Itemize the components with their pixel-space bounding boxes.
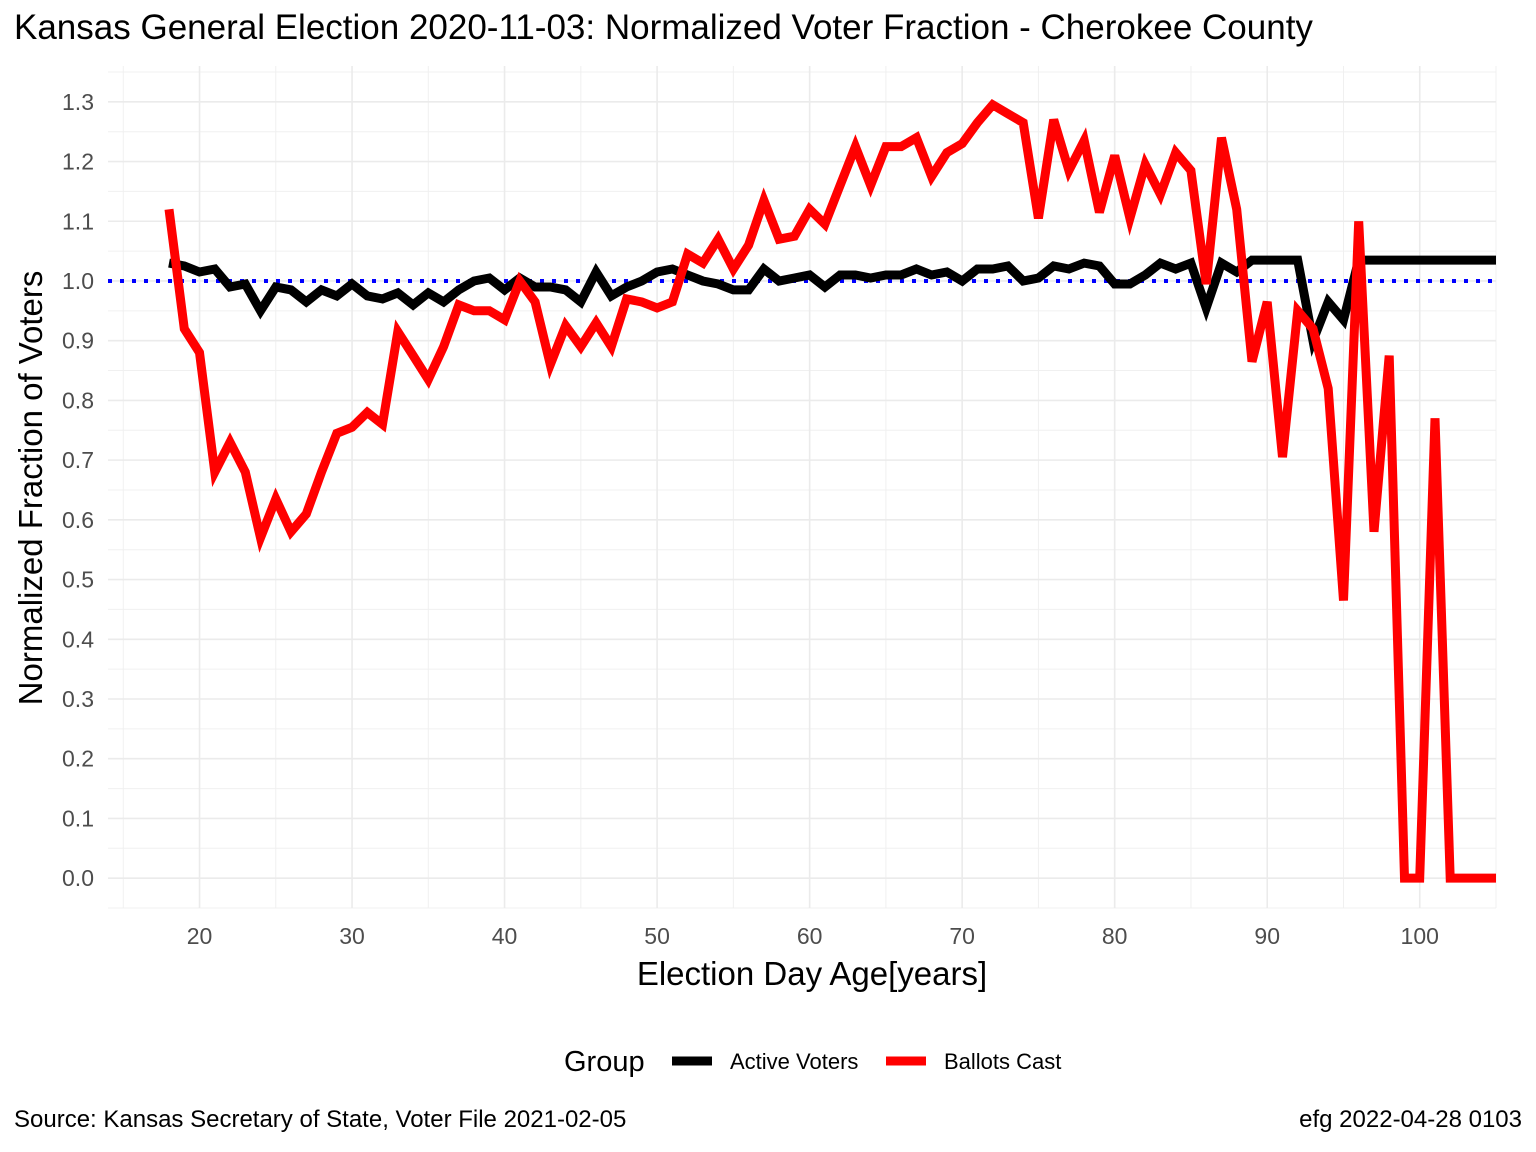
y-tick-label: 0.1	[62, 805, 94, 831]
series-line-active-voters	[168, 255, 1496, 357]
x-tick-labels: 20 30 40 50 60 70 80 90 100	[187, 923, 1439, 949]
y-tick-labels: 0.0 0.1 0.2 0.3 0.4 0.5 0.6 0.7 0.8 0.9 1.0 1.1 1.2 1…	[62, 89, 94, 891]
chart-title: Kansas General Election 2020-11-03: Norm…	[14, 8, 1313, 47]
legend-label-active-voters: Active Voters	[730, 1049, 858, 1074]
y-tick-label: 0.2	[62, 746, 94, 772]
y-tick-label: 1.1	[62, 208, 94, 234]
y-tick-label: 0.8	[62, 387, 94, 413]
y-tick-label: 0.0	[62, 865, 94, 891]
x-tick-label: 20	[187, 923, 213, 949]
y-axis-label: Normalized Fraction of Voters	[12, 271, 49, 706]
x-tick-label: 100	[1401, 923, 1439, 949]
x-tick-label: 30	[339, 923, 365, 949]
minor-gridlines	[108, 66, 1497, 909]
source-caption: Source: Kansas Secretary of State, Voter…	[14, 1106, 627, 1133]
y-tick-label: 0.9	[62, 328, 94, 354]
legend: Group Active Voters Ballots Cast	[564, 1046, 1061, 1078]
x-tick-label: 60	[797, 923, 823, 949]
x-axis-label: Election Day Age[years]	[637, 955, 987, 992]
legend-title: Group	[564, 1046, 645, 1078]
x-tick-label: 80	[1102, 923, 1128, 949]
y-tick-label: 0.3	[62, 686, 94, 712]
series-line-ballots-cast	[164, 99, 1496, 883]
credit-caption: efg 2022-04-28 0103	[1299, 1106, 1522, 1133]
x-tick-label: 70	[949, 923, 975, 949]
y-tick-label: 1.0	[62, 268, 94, 294]
y-tick-label: 0.7	[62, 447, 94, 473]
y-tick-label: 0.5	[62, 567, 94, 593]
series-layer	[164, 99, 1496, 883]
x-tick-label: 40	[492, 923, 518, 949]
legend-label-ballots-cast: Ballots Cast	[944, 1049, 1061, 1074]
major-gridlines	[108, 66, 1496, 908]
x-tick-label: 90	[1254, 923, 1280, 949]
y-tick-label: 1.2	[62, 149, 94, 175]
x-tick-label: 50	[644, 923, 670, 949]
y-tick-label: 0.6	[62, 507, 94, 533]
y-tick-label: 0.4	[62, 626, 94, 652]
y-tick-label: 1.3	[62, 89, 94, 115]
